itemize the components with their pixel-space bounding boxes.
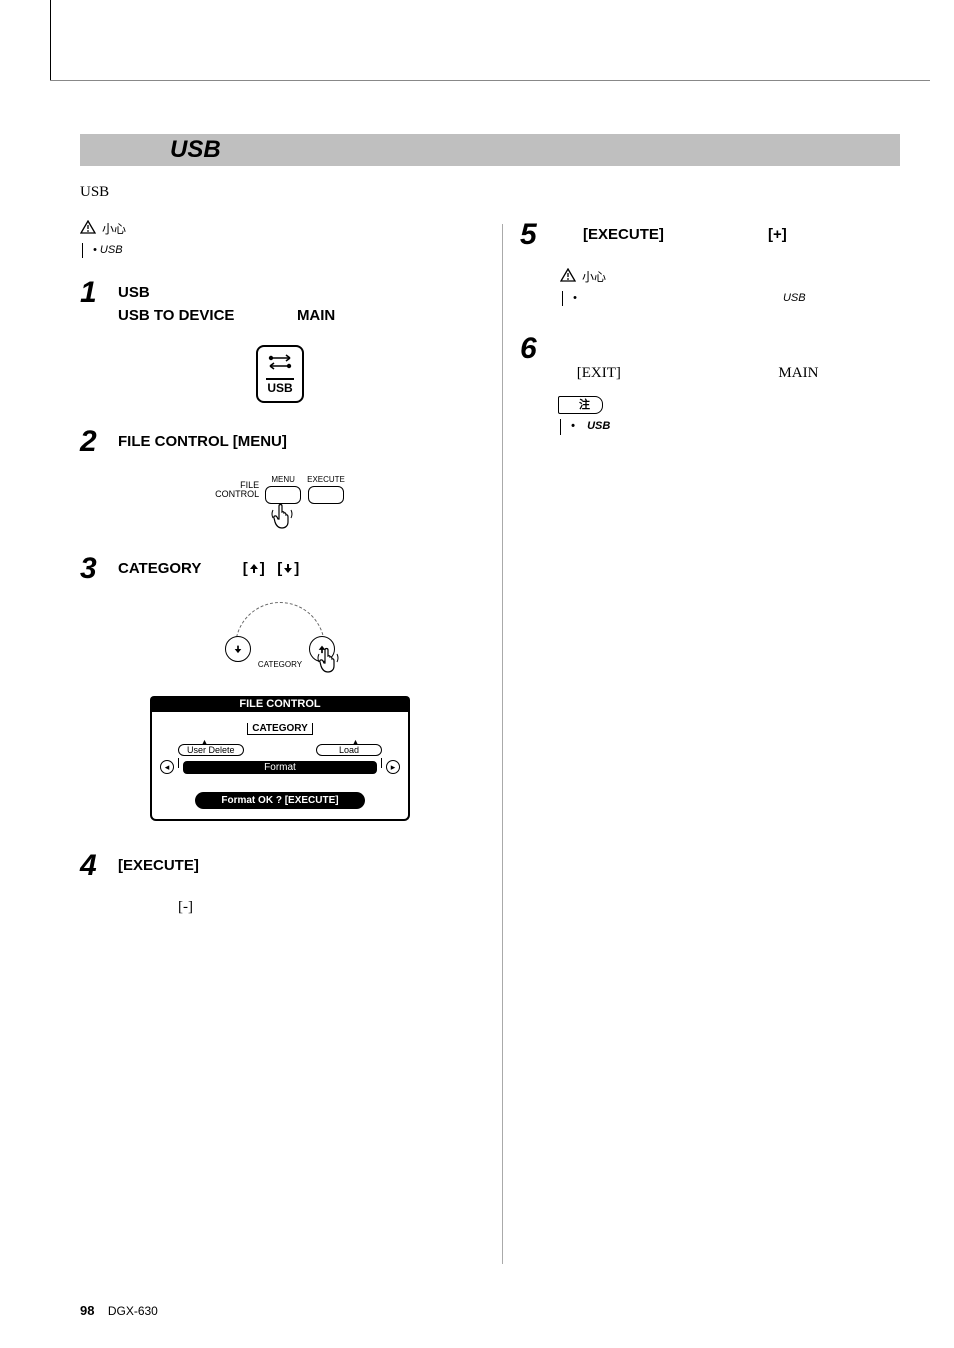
step1-usbtodevice: USB TO DEVICE <box>118 307 234 324</box>
hand-pointer-icon <box>315 646 343 674</box>
left-ring-icon: ◂ <box>160 760 174 774</box>
step-2-num: 2 <box>80 427 106 457</box>
step-3-num: 3 <box>80 554 106 584</box>
usb-icon: USB <box>256 345 304 403</box>
usb-arrows-icon <box>266 353 294 371</box>
category-down-button[interactable] <box>225 636 251 662</box>
hand-pointer-icon <box>269 502 297 530</box>
step-4-text: [EXECUTE] [-] <box>118 851 480 918</box>
step4-execute: [EXECUTE] <box>118 857 199 874</box>
page-number: 98 <box>80 1303 94 1318</box>
margin-rule-h <box>50 80 930 81</box>
caution-1-header: 小心 <box>80 220 480 237</box>
step6-main: MAIN <box>778 365 818 381</box>
up-arrow-icon <box>248 562 260 574</box>
screen-load: Load <box>316 744 382 756</box>
step6-exit: [EXIT] <box>577 365 621 381</box>
caution-1-body: • USB <box>82 243 480 258</box>
screen-figure: FILE CONTROL CATEGORY ▴ ▴ <box>80 696 480 821</box>
screen-format: Format <box>183 761 377 774</box>
right-ring-icon: ▸ <box>386 760 400 774</box>
screen-execute-prompt: Format OK ? [EXECUTE] <box>195 792 365 809</box>
step5-plus: [+] <box>768 226 787 243</box>
step-1: 1 USB USB TO DEVICE MAIN <box>80 278 480 327</box>
step-5: 5 [EXECUTE] [+] <box>520 220 920 250</box>
screen-user-delete: User Delete <box>178 744 244 756</box>
right-column: 5 [EXECUTE] [+] 小心 • <box>520 220 920 453</box>
step-3-text: CATEGORY [] [] <box>118 554 480 581</box>
step-5-text: [EXECUTE] [+] <box>558 220 920 247</box>
menu-btn-label: MENU <box>271 475 295 484</box>
step-4-num: 4 <box>80 851 106 881</box>
step1-main: MAIN <box>297 307 335 324</box>
execute-button[interactable] <box>308 486 344 504</box>
step-2: 2 FILE CONTROL [MENU] <box>80 427 480 457</box>
step3-category: CATEGORY <box>118 560 201 577</box>
note-text: USB <box>587 420 610 432</box>
caution-2-label: 小心 <box>582 268 606 285</box>
warning-icon <box>80 220 96 234</box>
caution-2-text: USB <box>783 292 806 304</box>
step1-usb: USB <box>118 284 150 301</box>
execute-btn-label: EXECUTE <box>307 475 345 484</box>
screen-title: FILE CONTROL <box>150 696 410 712</box>
step-1-text: USB USB TO DEVICE MAIN <box>118 278 480 327</box>
caution-2: 小心 • USB <box>560 268 920 306</box>
step-1-num: 1 <box>80 278 106 308</box>
note-body: • USB <box>560 419 920 434</box>
down-arrow-icon <box>233 644 243 654</box>
caution-1-label: 小心 <box>102 220 126 237</box>
step5-execute: [EXECUTE] <box>583 226 664 243</box>
step-3: 3 CATEGORY [] [] <box>80 554 480 584</box>
step-6-text: [EXIT] MAIN 注 • USB <box>558 334 920 434</box>
usb-icon-label: USB <box>266 378 294 395</box>
section-title: USB <box>170 136 221 164</box>
down-arrow-icon <box>282 562 294 574</box>
step-5-num: 5 <box>520 220 546 250</box>
step-6-num: 6 <box>520 334 546 364</box>
caution-1-text: USB <box>100 244 123 256</box>
screen-body: CATEGORY ▴ ▴ User Delete <box>150 712 410 821</box>
step-4: 4 [EXECUTE] [-] <box>80 851 480 918</box>
step4-sub: [-] <box>178 899 193 915</box>
usb-icon-figure: USB <box>80 345 480 403</box>
screen-category-label: CATEGORY <box>247 723 313 735</box>
warning-icon <box>560 268 576 282</box>
section-title-band: USB <box>80 134 900 166</box>
step-2-text: FILE CONTROL [MENU] <box>118 427 480 454</box>
step-6: 6 [EXIT] MAIN 注 • USB <box>520 334 920 434</box>
left-column: 小心 • USB 1 USB USB TO DEVICE MAIN <box>80 220 480 936</box>
column-separator <box>502 224 503 1264</box>
file-control-label: FILE CONTROL <box>215 475 259 499</box>
caution-2-header: 小心 <box>560 268 920 285</box>
intro-text: USB <box>80 184 109 201</box>
note-label: 注 <box>558 396 603 415</box>
model-name: DGX-630 <box>108 1304 158 1318</box>
category-dial-figure: CATEGORY <box>80 602 480 672</box>
fc2: CONTROL <box>215 489 259 499</box>
caution-2-body: • USB <box>562 291 920 306</box>
menu-button-figure: FILE CONTROL MENU EXECUTE <box>80 475 480 530</box>
page-footer: 98 DGX-630 <box>80 1303 158 1318</box>
margin-rule-v <box>50 0 51 80</box>
